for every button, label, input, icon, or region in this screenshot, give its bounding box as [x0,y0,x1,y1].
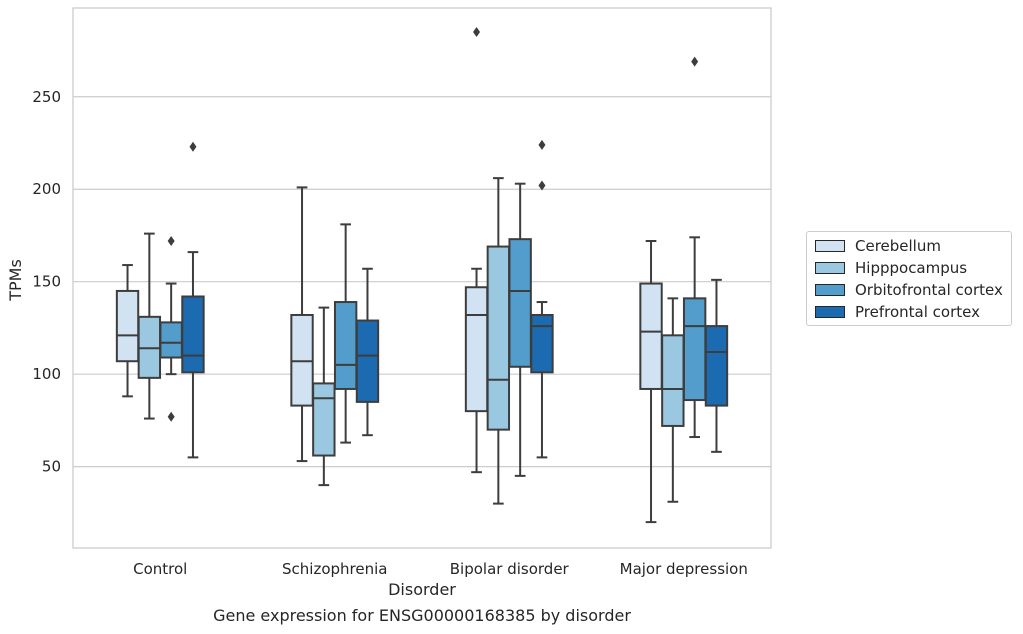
box-prefrontal-cortex [181,141,205,459]
outlier-point [691,56,699,67]
box-orbitofrontal-cortex [508,182,532,477]
box-cerebellum [639,240,663,524]
outlier-point [538,139,546,150]
x-tick-label: Control [133,560,187,578]
box-orbitofrontal-cortex [159,236,183,422]
x-tick-labels: Control Schizophrenia Bipolar disorder Majo… [133,560,748,578]
box-orbitofrontal-cortex [682,56,707,439]
iqr-box [333,301,358,390]
y-tick-label: 150 [32,273,61,291]
iqr-box [115,289,140,363]
iqr-box [530,313,554,374]
box-hipppocampus [486,177,511,505]
legend-label: Cerebellum [855,237,941,255]
legend-item-cerebellum: Cerebellum [815,235,941,257]
iqr-box [639,282,663,390]
x-axis-label: Disorder [388,580,456,599]
x-tick-label: Bipolar disorder [450,560,570,578]
legend-label: Orbitofrontal cortex [855,281,1003,299]
box-prefrontal-cortex [530,139,554,459]
outlier-point [189,141,197,152]
legend-item-orbitofrontal-cortex: Orbitofrontal cortex [815,279,1003,301]
outlier-point [167,236,175,247]
iqr-box [508,238,532,368]
legend: Cerebellum Hipppocampus Orbitofrontal co… [806,231,1012,326]
box-prefrontal-cortex [355,267,380,437]
legend-swatch [815,240,845,252]
box-cerebellum [115,264,140,398]
outlier-point [473,27,481,38]
legend-item-hippocampus: Hipppocampus [815,257,967,279]
outlier-point [167,411,175,422]
box-hipppocampus [661,297,685,503]
iqr-box [661,334,685,427]
y-tick-label: 50 [42,458,61,476]
legend-swatch [815,262,845,274]
y-axis-label: TPMs [6,259,25,302]
legend-item-prefrontal-cortex: Prefrontal cortex [815,301,980,323]
iqr-box [181,295,205,374]
iqr-box [312,382,336,457]
iqr-box [682,297,707,402]
legend-label: Hipppocampus [855,259,968,277]
box-hipppocampus [312,306,336,487]
legend-label: Prefrontal cortex [855,303,980,321]
legend-swatch [815,306,845,318]
legend-swatch [815,284,845,296]
box-prefrontal-cortex [704,278,729,453]
iqr-box [486,245,511,431]
y-tick-label: 100 [32,365,61,383]
iqr-box [159,321,183,359]
x-tick-label: Major depression [620,560,748,578]
y-tick-labels: 50 100 150 200 250 [32,88,61,476]
box-cerebellum [464,27,489,474]
x-tick-label: Schizophrenia [282,560,387,578]
plot-area-frame [72,7,772,549]
y-tick-label: 200 [32,180,61,198]
iqr-box [355,319,380,403]
outlier-point [538,180,546,191]
box-cerebellum [290,186,314,463]
y-tick-label: 250 [32,88,61,106]
box-hipppocampus [137,232,162,420]
box-orbitofrontal-cortex [333,223,358,444]
figure-caption: Gene expression for ENSG00000168385 by d… [213,606,631,625]
boxes [115,27,729,524]
iqr-box [704,325,729,407]
iqr-box [464,286,489,413]
